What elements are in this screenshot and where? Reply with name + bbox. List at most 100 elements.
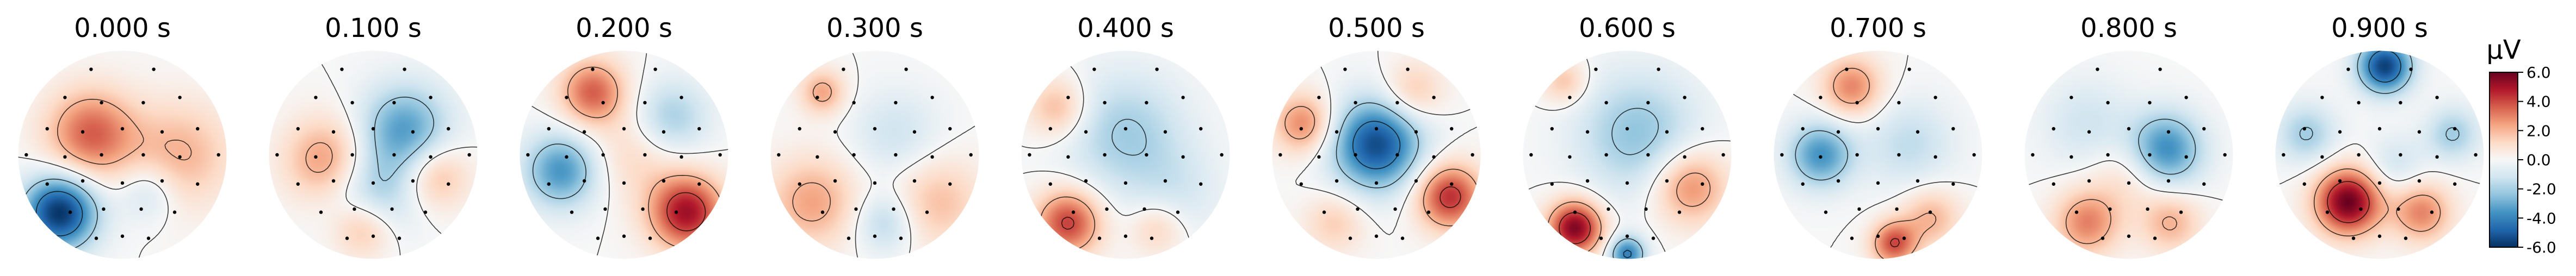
sensor-dot bbox=[1084, 179, 1088, 183]
sensor-dot bbox=[429, 96, 433, 99]
sensor-dot bbox=[1801, 127, 1805, 131]
sensor-dot bbox=[371, 234, 375, 238]
head-outline bbox=[1271, 50, 1481, 260]
sensor-dot bbox=[2453, 127, 2457, 131]
sensor-dot bbox=[1354, 101, 1357, 105]
sensor-markers bbox=[24, 67, 220, 240]
sensor-dot bbox=[2202, 127, 2206, 131]
sensor-dot bbox=[2127, 127, 2131, 131]
topomap-2: 0.200 s bbox=[519, 13, 729, 260]
sensor-dot bbox=[1801, 182, 1805, 186]
sensor-dot bbox=[1092, 67, 1096, 71]
contour-line bbox=[2275, 143, 2484, 187]
sensor-dot bbox=[2377, 234, 2382, 238]
sensor-dot bbox=[1299, 127, 1303, 131]
sensor-dot bbox=[1199, 182, 1203, 186]
sensor-dot bbox=[1550, 127, 1554, 131]
contour-line bbox=[1890, 238, 1900, 248]
contour-line bbox=[1284, 106, 1480, 227]
sensor-dot bbox=[526, 153, 530, 157]
sensor-dot bbox=[2202, 182, 2206, 186]
sensor-dot bbox=[102, 207, 106, 211]
contour-line bbox=[1061, 216, 1074, 230]
sensor-dot bbox=[1199, 127, 1203, 131]
sensor-dot bbox=[1028, 153, 1031, 157]
sensor-dot bbox=[894, 153, 898, 157]
sensor-dot bbox=[2096, 67, 2099, 71]
sensor-dot bbox=[1916, 179, 1920, 183]
sensor-markers bbox=[1278, 67, 1474, 240]
sensor-dot bbox=[1625, 234, 1629, 238]
sensor-dot bbox=[2396, 207, 2400, 211]
sensor-dot bbox=[45, 182, 49, 186]
sensor-markers bbox=[526, 67, 722, 240]
sensor-dot bbox=[403, 67, 406, 71]
colorbar-unit-label: µV bbox=[2486, 35, 2521, 65]
sensor-dot bbox=[331, 130, 336, 134]
sensor-dot bbox=[1721, 153, 1725, 157]
sensor-dot bbox=[1701, 127, 1704, 131]
sensor-dot bbox=[1048, 182, 1052, 186]
sensor-dot bbox=[894, 101, 898, 105]
sensor-dot bbox=[350, 101, 354, 105]
contour-line bbox=[532, 143, 586, 199]
sensor-dot bbox=[833, 179, 837, 183]
sensor-dot bbox=[1951, 182, 1955, 186]
sensor-dot bbox=[1876, 127, 1880, 131]
colorbar-gradient bbox=[2489, 72, 2518, 248]
sensor-dot bbox=[1625, 127, 1629, 131]
sensor-dot bbox=[2474, 153, 2478, 157]
sensor-dot bbox=[1066, 155, 1070, 159]
sensor-markers bbox=[275, 67, 471, 240]
contour-line bbox=[374, 96, 435, 181]
sensor-dot bbox=[925, 210, 929, 214]
sensor-dot bbox=[820, 210, 825, 214]
sensor-dot bbox=[1824, 210, 1828, 214]
sensor-dot bbox=[2087, 130, 2091, 134]
sensor-dot bbox=[816, 96, 819, 99]
sensor-dot bbox=[1585, 130, 1590, 134]
sensor-dot bbox=[1150, 236, 1154, 240]
topomap-6: 0.600 s bbox=[1522, 13, 1732, 260]
sensor-dot bbox=[1181, 155, 1185, 159]
sensor-dot bbox=[1335, 130, 1339, 134]
contour-line bbox=[1611, 108, 1659, 259]
sensor-dot bbox=[570, 210, 574, 214]
sensor-dot bbox=[178, 155, 182, 159]
sensor-dot bbox=[217, 153, 220, 157]
topomap-title: 0.700 s bbox=[1830, 13, 1926, 43]
sensor-dot bbox=[2377, 127, 2382, 131]
sensor-dot bbox=[172, 210, 177, 214]
head-outline bbox=[1773, 50, 1983, 260]
sensor-dot bbox=[852, 101, 856, 105]
sensor-dot bbox=[81, 130, 85, 134]
sensor-dot bbox=[275, 153, 279, 157]
topomap-title: 0.900 s bbox=[2331, 13, 2428, 43]
sensor-dot bbox=[196, 127, 200, 131]
sensor-dot bbox=[873, 234, 877, 238]
sensor-dot bbox=[390, 207, 394, 211]
sensor-dot bbox=[1374, 234, 1379, 238]
sensor-dot bbox=[904, 67, 908, 71]
colorbar-tick-label: 4.0 bbox=[2526, 93, 2551, 111]
sensor-dot bbox=[1084, 130, 1088, 134]
topomap-title: 0.300 s bbox=[826, 13, 923, 43]
sensor-dot bbox=[1855, 153, 1859, 157]
sensor-dot bbox=[2070, 155, 2073, 159]
head-outline bbox=[2024, 50, 2234, 260]
topomap-field bbox=[520, 51, 728, 259]
sensor-dot bbox=[1683, 155, 1687, 159]
sensor-dot bbox=[1393, 207, 1397, 211]
sensor-dot bbox=[2351, 236, 2356, 240]
contour-line bbox=[2138, 118, 2196, 175]
sensor-dot bbox=[1972, 153, 1976, 157]
sensor-dot bbox=[160, 130, 164, 134]
sensor-dot bbox=[2399, 153, 2402, 157]
sensor-dot bbox=[94, 236, 98, 240]
sensor-dot bbox=[1951, 127, 1955, 131]
topomap-1: 0.100 s bbox=[268, 13, 478, 260]
head-outline bbox=[1021, 50, 1231, 260]
contour-line bbox=[2327, 181, 2370, 223]
sensor-dot bbox=[948, 127, 952, 131]
sensor-dot bbox=[582, 179, 586, 183]
